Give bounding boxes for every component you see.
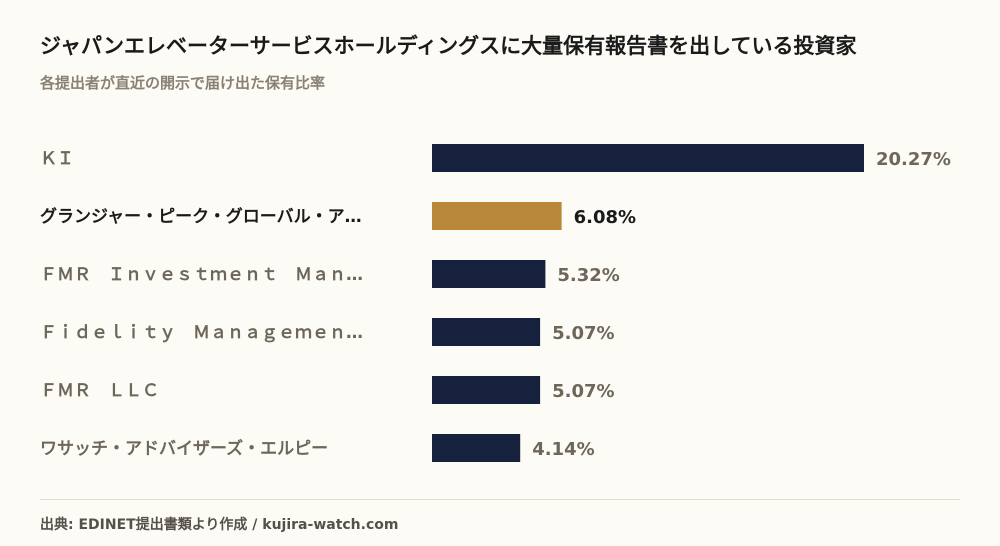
value-label: 4.14% <box>532 439 594 460</box>
source-note: 出典: EDINET提出書類より作成 / kujira-watch.com <box>40 517 399 533</box>
category-label: ＫＩ <box>40 149 74 169</box>
bar <box>432 202 562 230</box>
footer-divider <box>40 499 960 500</box>
category-label: ＦＭＲ ＬＬＣ <box>40 381 159 401</box>
bar <box>432 144 864 172</box>
value-label: 5.32% <box>557 265 619 286</box>
category-label: グランジャー・ピーク・グローバル・ア… <box>40 206 362 227</box>
category-label: ＦＭＲ Ｉｎｖｅｓｔｍｅｎｔ Ｍａｎ… <box>40 265 363 285</box>
chart-subtitle: 各提出者が直近の開示で届け出た保有比率 <box>40 74 326 92</box>
category-label: ワサッチ・アドバイザーズ・エルピー <box>40 438 328 459</box>
bar <box>432 318 541 346</box>
bar <box>432 260 546 288</box>
bar <box>432 434 521 462</box>
bar <box>432 376 541 404</box>
chart-title: ジャパンエレベーターサービスホールディングスに大量保有報告書を出している投資家 <box>40 34 857 58</box>
value-label: 20.27% <box>876 149 951 170</box>
value-label: 5.07% <box>552 381 614 402</box>
value-label: 6.08% <box>574 207 636 228</box>
bar-chart: ＫＩ 20.27% グランジャー・ピーク・グローバル・ア… 6.08% ＦＭＲ Ｉｎｖｅ… <box>40 144 951 462</box>
value-label: 5.07% <box>552 323 614 344</box>
category-label: Ｆｉｄｅｌｉｔｙ Ｍａｎａｇｅｍｅｎ… <box>40 323 363 343</box>
